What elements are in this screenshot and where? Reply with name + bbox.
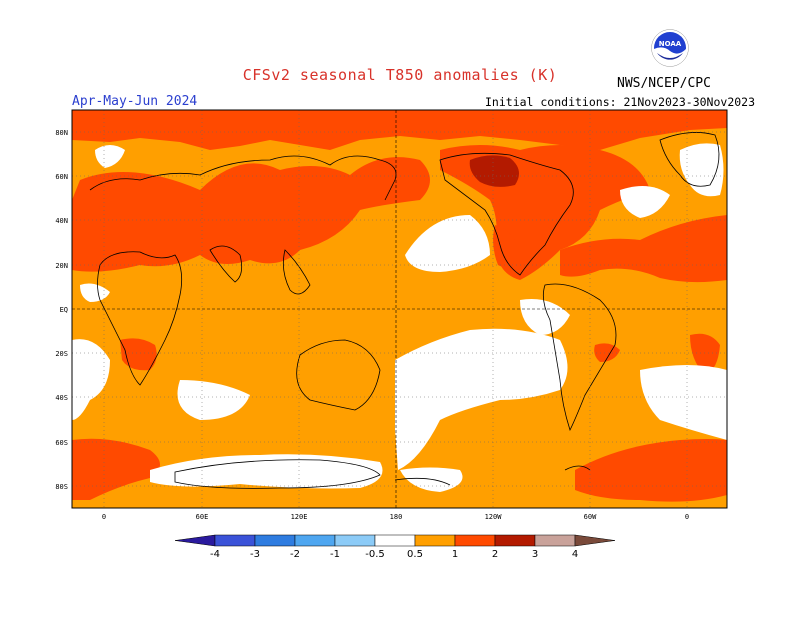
warm-region-canada-max <box>469 155 519 187</box>
neutral-region-north-pacific <box>405 215 490 272</box>
warm-region-north-atlantic <box>560 215 727 283</box>
neutral-region-north-atlantic <box>620 186 670 218</box>
legend-label: 4 <box>572 549 578 560</box>
lat-label: 40N <box>55 217 68 225</box>
neutral-region-indian-ocean <box>177 380 250 420</box>
lon-label: 120W <box>485 513 503 521</box>
lat-label: EQ <box>60 306 68 314</box>
legend-swatch <box>454 534 496 547</box>
neutral-region-north-europe <box>95 145 125 168</box>
noaa-logo: NOAA <box>651 29 689 67</box>
coastlines <box>89 132 720 489</box>
legend-label: 3 <box>532 549 538 560</box>
map-title: CFSv2 seasonal T850 anomalies (K) <box>242 66 558 84</box>
legend-label: -1 <box>330 549 340 560</box>
legend-label: 2 <box>492 549 498 560</box>
legend-label: 1 <box>452 549 458 560</box>
warm-region-east-pacific-north <box>493 225 520 268</box>
lat-label: 20S <box>55 350 68 358</box>
legend-swatch <box>374 534 416 547</box>
initial-conditions: Initial conditions: 21Nov2023-30Nov2023 <box>485 95 756 109</box>
legend-swatch <box>534 534 576 547</box>
latitude-labels: 80N 60N 40N 20N EQ 20S 40S 60S 80S <box>55 129 68 491</box>
lon-label: 60E <box>196 513 209 521</box>
warm-region-eurasia <box>72 157 430 272</box>
legend-swatch <box>254 534 296 547</box>
neutral-region-east-pacific <box>520 299 570 335</box>
lat-label: 80N <box>55 129 68 137</box>
lon-label: 180 <box>390 513 403 521</box>
lat-label: 80S <box>55 483 68 491</box>
legend-label: -3 <box>250 549 260 560</box>
warm-region-southern-ocean-west <box>72 438 160 500</box>
warm-region-arctic <box>72 110 727 150</box>
lat-label: 20N <box>55 262 68 270</box>
warm-region-south-africa <box>120 338 157 371</box>
longitude-labels: 0 60E 120E 180 120W 60W 0 <box>102 513 689 521</box>
lon-label: 0 <box>685 513 689 521</box>
legend-label: -0.5 <box>365 549 385 560</box>
legend-swatch <box>214 534 256 547</box>
lon-label: 60W <box>584 513 597 521</box>
warm-region-south-indian <box>690 333 720 375</box>
legend-swatch <box>334 534 376 547</box>
legend-label: -4 <box>210 549 220 560</box>
lon-label: 120E <box>291 513 308 521</box>
neutral-region-antarctica <box>150 454 383 489</box>
legend-label: -2 <box>290 549 300 560</box>
lon-label: 0 <box>102 513 106 521</box>
logo-text: NOAA <box>659 40 682 48</box>
lat-label: 60S <box>55 439 68 447</box>
legend-arrow-high <box>574 534 616 547</box>
neutral-region-atlantic-south <box>640 365 727 440</box>
agency-label: NWS/NCEP/CPC <box>617 76 711 91</box>
legend-swatch <box>494 534 536 547</box>
neutral-region-arctic-greenland <box>679 143 724 197</box>
lat-label: 40S <box>55 394 68 402</box>
color-legend: -4 -3 -2 -1 -0.5 0.5 1 2 3 4 <box>174 534 616 560</box>
legend-label: 0.5 <box>407 549 423 560</box>
map-frame <box>71 109 728 509</box>
legend-swatch <box>414 534 456 547</box>
forecast-period: Apr-May-Jun 2024 <box>72 94 198 109</box>
lat-label: 60N <box>55 173 68 181</box>
neutral-region-west-africa <box>80 283 110 302</box>
legend-swatch <box>294 534 336 547</box>
legend-arrow-low <box>174 534 216 547</box>
neutral-region-south-pacific <box>395 328 568 470</box>
neutral-region-south-atlantic-west <box>72 339 110 420</box>
